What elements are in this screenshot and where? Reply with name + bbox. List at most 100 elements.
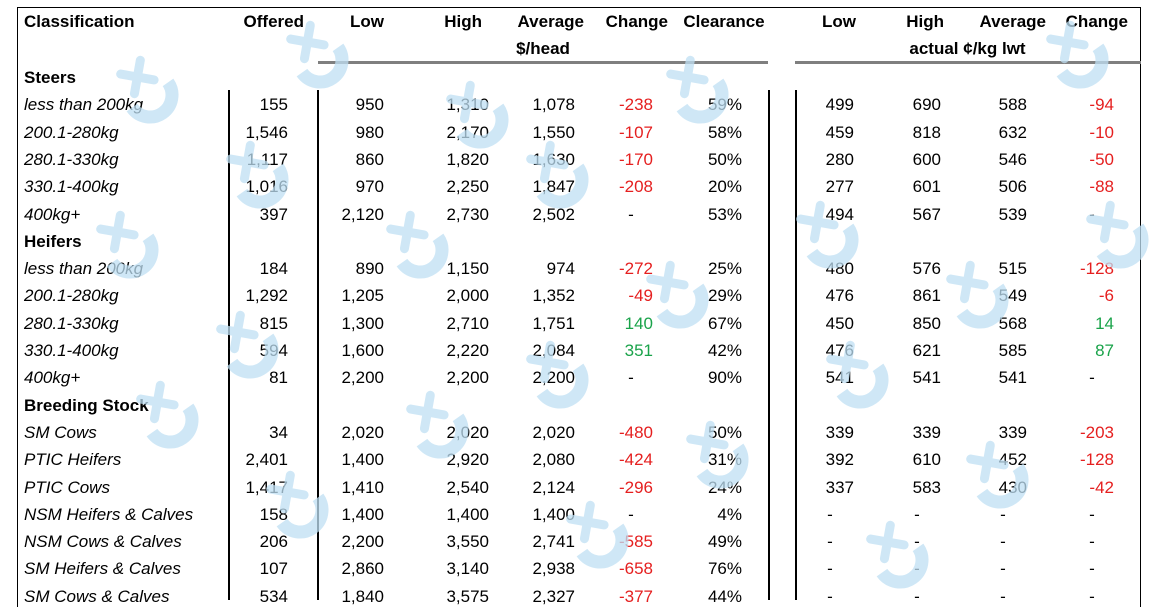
- cell-low2: 480: [825, 259, 854, 279]
- cell-high2: 850: [912, 313, 941, 333]
- cell-clearance: 67%: [707, 313, 742, 333]
- cell-clearance: 90%: [707, 368, 742, 388]
- unit-label-per-kg: actual ¢/kg lwt: [909, 39, 1026, 58]
- cell-avg: 2,327: [532, 586, 575, 606]
- cell-offered: 2,401: [245, 450, 288, 470]
- cell-offered: 397: [259, 204, 288, 224]
- cell-change2: -94: [1089, 95, 1114, 115]
- cell-avg2: 539: [998, 204, 1027, 224]
- cell-change2: -: [1089, 504, 1095, 524]
- cell-avg: 2,502: [532, 204, 575, 224]
- cell-high: 1,310: [446, 95, 489, 115]
- cell-change: -377: [618, 586, 653, 606]
- cell-low: 1,400: [341, 450, 384, 470]
- cell-offered: 1,417: [245, 477, 288, 497]
- cell-change: -: [628, 504, 634, 524]
- cell-change: 140: [624, 313, 653, 333]
- cell-change2: -: [1089, 532, 1095, 552]
- cell-clearance: 50%: [707, 422, 742, 442]
- cell-avg2: 452: [998, 450, 1027, 470]
- cell-avg: 2,020: [532, 422, 575, 442]
- cell-clearance: 50%: [707, 149, 742, 169]
- cell-low: 1,840: [341, 586, 384, 606]
- cell-avg: 1,550: [532, 122, 575, 142]
- cell-high2: 600: [912, 149, 941, 169]
- cell-high: 3,575: [446, 586, 489, 606]
- cell-low2: 392: [825, 450, 854, 470]
- cell-low2: -: [827, 559, 833, 579]
- cell-avg: 2,200: [532, 368, 575, 388]
- col-header-average-kg: Average: [979, 12, 1046, 31]
- cell-high: 2,000: [446, 286, 489, 306]
- header-underline-per-head: [318, 61, 768, 64]
- cell-low: 1,205: [341, 286, 384, 306]
- column-divider: [768, 90, 770, 600]
- cell-change: -480: [618, 422, 653, 442]
- col-header-offered: Offered: [243, 12, 304, 31]
- cell-high: 3,140: [446, 559, 489, 579]
- cell-low: 860: [355, 149, 384, 169]
- cell-high: 2,170: [446, 122, 489, 142]
- cell-change2: -128: [1079, 259, 1114, 279]
- cell-low: 2,860: [341, 559, 384, 579]
- cell-change: -107: [618, 122, 653, 142]
- cell-high: 3,550: [446, 532, 489, 552]
- cell-clearance: 53%: [707, 204, 742, 224]
- cell-offered: 158: [259, 504, 288, 524]
- cell-high2: 621: [912, 341, 941, 360]
- cell-high2: 567: [912, 204, 941, 224]
- cell-low2: 541: [825, 368, 854, 388]
- cell-high: 2,020: [446, 422, 489, 442]
- cell-low2: 339: [825, 422, 854, 442]
- cell-avg2: 506: [998, 177, 1027, 197]
- cell-offered: 534: [259, 586, 288, 606]
- cell-low: 970: [355, 177, 384, 197]
- cell-offered: 206: [259, 532, 288, 552]
- cell-high2: 690: [912, 95, 941, 115]
- cell-change2: -: [1089, 204, 1095, 224]
- cell-avg2: -: [1000, 504, 1006, 524]
- cell-low: 2,120: [341, 204, 384, 224]
- col-header-high: High: [444, 12, 482, 31]
- cell-change: -208: [618, 177, 653, 197]
- cell-high2: -: [914, 532, 920, 552]
- cell-change: -585: [618, 532, 653, 552]
- cell-high2: 610: [912, 450, 941, 470]
- cell-avg: 1,078: [532, 95, 575, 115]
- cell-avg: 2,080: [532, 450, 575, 470]
- cell-clearance: 20%: [707, 177, 742, 197]
- cell-change2: 14: [1095, 313, 1114, 333]
- col-header-change-kg: Change: [1065, 12, 1128, 31]
- cell-clearance: 49%: [707, 532, 742, 552]
- cell-change2: -: [1089, 368, 1095, 388]
- cell-low2: -: [827, 504, 833, 524]
- col-header-average: Average: [517, 12, 584, 31]
- cell-change2: -203: [1079, 422, 1114, 442]
- row-label: less than 200kg: [24, 95, 144, 115]
- cell-low2: 450: [825, 313, 854, 333]
- column-divider: [795, 90, 797, 600]
- cell-high2: 818: [912, 122, 941, 142]
- cell-high: 2,710: [446, 313, 489, 333]
- cell-clearance: 25%: [707, 259, 742, 279]
- cell-change2: -88: [1089, 177, 1114, 197]
- cell-low2: 280: [825, 149, 854, 169]
- cell-high2: -: [914, 586, 920, 606]
- cell-change: -272: [618, 259, 653, 279]
- cell-clearance: 4%: [717, 504, 742, 524]
- cell-avg: 2,741: [532, 532, 575, 552]
- cell-avg: 2,124: [532, 477, 575, 497]
- table-frame: [17, 7, 1141, 607]
- row-label: 330.1-400kg: [24, 177, 119, 197]
- cell-high: 2,730: [446, 204, 489, 224]
- cell-avg: 1,847: [532, 177, 575, 197]
- cell-low: 950: [355, 95, 384, 115]
- header-underline-per-kg: [795, 61, 1141, 64]
- row-label: PTIC Cows: [24, 477, 110, 497]
- cell-change: 351: [624, 341, 653, 360]
- cell-low2: 476: [825, 286, 854, 306]
- cell-offered: 1,292: [245, 286, 288, 306]
- cell-high2: 861: [912, 286, 941, 306]
- row-label: NSM Heifers & Calves: [24, 504, 194, 524]
- col-header-classification: Classification: [24, 12, 135, 31]
